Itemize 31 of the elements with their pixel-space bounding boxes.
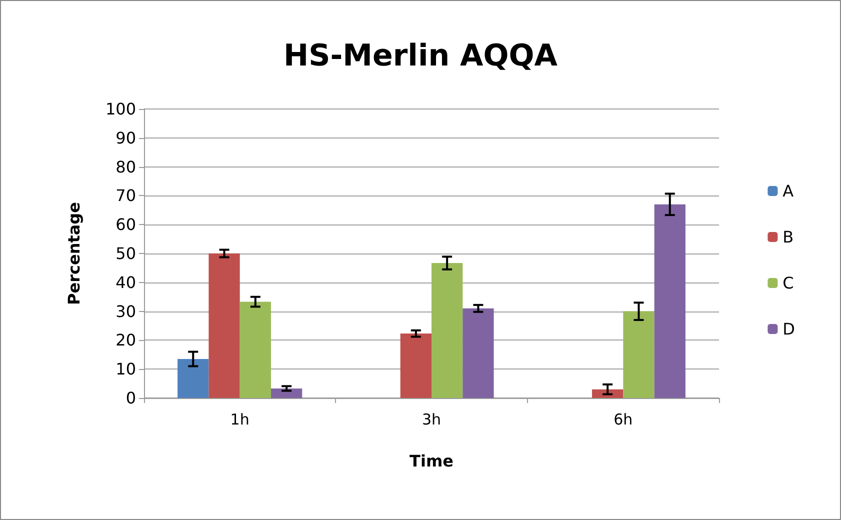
bar	[400, 334, 432, 398]
y-tick-label: 20	[116, 330, 136, 350]
y-tick-label: 90	[116, 128, 136, 148]
y-tick-label: 50	[116, 244, 136, 263]
bar	[592, 389, 624, 398]
bar	[462, 308, 494, 398]
legend-label: B	[782, 228, 794, 246]
y-tick-label: 60	[116, 215, 136, 234]
chart-title: HS-Merlin AQQA	[284, 38, 558, 74]
y-tick-label: 100	[105, 100, 136, 118]
y-tick-label: 70	[116, 186, 136, 206]
bar	[178, 358, 209, 398]
x-tick-label: 6h	[614, 410, 633, 428]
legend-label: A	[782, 182, 794, 200]
bar	[270, 388, 302, 398]
y-tick-label: 10	[116, 360, 136, 379]
y-tick-label: 40	[116, 272, 136, 292]
bar	[623, 311, 654, 398]
x-axis-title: Time	[410, 452, 454, 470]
legend-label: D	[782, 320, 796, 338]
y-tick-label: 30	[116, 302, 136, 321]
bar	[208, 254, 240, 398]
y-axis-title: Percentage	[64, 202, 84, 305]
y-tick-label: 80	[116, 157, 136, 176]
bar	[432, 263, 463, 398]
bar	[240, 302, 271, 398]
x-tick-label: 3h	[422, 410, 442, 428]
x-tick-label: 1h	[230, 410, 250, 428]
legend-label: C	[782, 274, 794, 292]
bar	[654, 204, 686, 398]
y-tick-label: 0	[126, 388, 136, 408]
